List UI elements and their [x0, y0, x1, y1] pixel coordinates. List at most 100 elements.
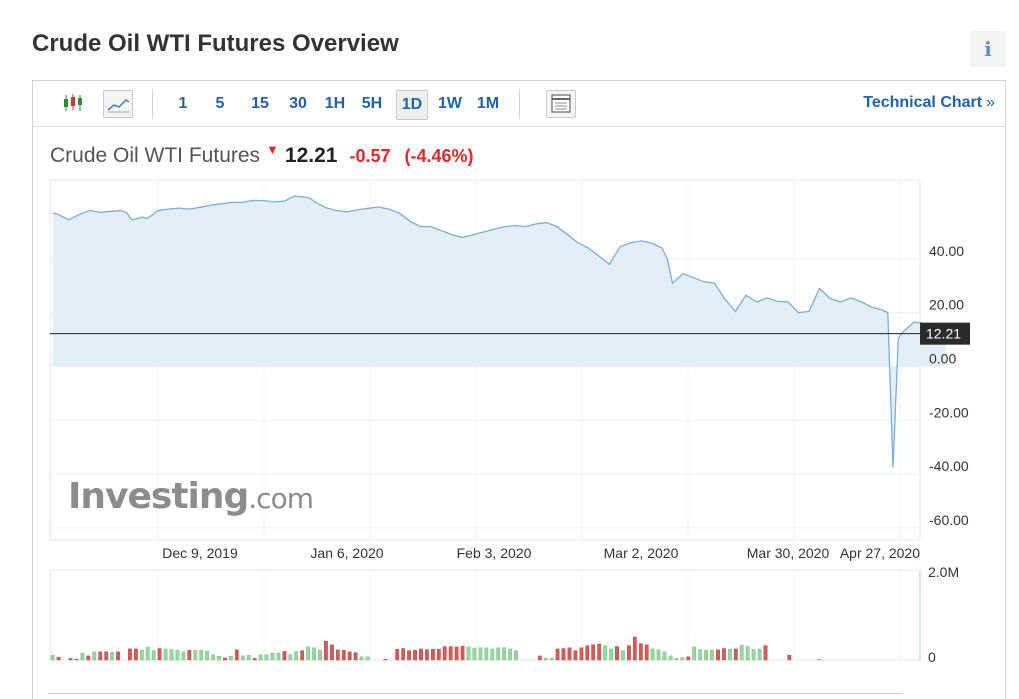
volume-bar — [359, 656, 364, 661]
volume-bar — [133, 648, 138, 661]
timeframe-30[interactable]: 30 — [289, 95, 307, 112]
volume-bar — [116, 651, 120, 661]
volume-bar — [110, 652, 115, 661]
chart-toolbar: 1 5 15 30 1H 5H 1D 1W 1M Technical Chart… — [33, 81, 1005, 127]
volume-area — [49, 569, 921, 661]
volume-bar — [716, 649, 720, 661]
volume-bar — [163, 648, 168, 661]
volume-bar — [282, 651, 287, 661]
volume-bar — [549, 657, 554, 661]
chevron-right-icon: » — [986, 94, 995, 111]
volume-bar — [312, 647, 316, 661]
volume-bar — [127, 648, 132, 661]
volume-bar — [294, 651, 299, 661]
quote-line: Crude Oil WTI Futures ▼ 12.21 -0.57 (-4.46%) — [50, 142, 474, 168]
y-tick-label: 0.00 — [929, 351, 956, 367]
volume-bar — [74, 659, 79, 661]
volume-bar — [448, 646, 453, 661]
volume-bar — [680, 657, 685, 661]
price-line — [52, 195, 946, 468]
volume-bar — [234, 649, 239, 661]
volume-bar — [335, 649, 340, 661]
volume-bar — [484, 647, 489, 661]
page-title: Crude Oil WTI Futures Overview — [32, 30, 399, 57]
timeframe-1[interactable]: 1 — [178, 95, 188, 112]
volume-bar — [228, 656, 233, 661]
info-icon[interactable]: i — [970, 31, 1006, 67]
volume-bar — [692, 646, 697, 661]
technical-chart-link[interactable]: Technical Chart» — [863, 94, 995, 112]
volume-bar — [561, 648, 566, 661]
volume-bar — [603, 645, 608, 661]
volume-bar — [591, 644, 596, 661]
volume-bar — [419, 648, 423, 661]
table-icon[interactable] — [546, 90, 576, 118]
volume-bar — [478, 647, 483, 661]
volume-bar — [597, 643, 602, 661]
x-tick-label: Apr 27, 2020 — [840, 545, 920, 561]
volume-tick-label: 0 — [928, 649, 936, 665]
volume-bar — [621, 650, 625, 661]
volume-bar — [175, 650, 180, 661]
volume-bar — [431, 649, 435, 661]
volume-bar — [181, 651, 186, 661]
volume-bar — [573, 650, 578, 661]
volume-bar — [217, 656, 221, 661]
volume-bar — [650, 648, 655, 661]
volume-bar — [460, 645, 465, 661]
timeframe-1m[interactable]: 1M — [476, 95, 500, 112]
volume-bar — [92, 651, 97, 661]
volume-bar — [668, 655, 673, 661]
x-tick-label: Mar 30, 2020 — [747, 545, 830, 561]
volume-bar — [395, 649, 400, 661]
volume-bar — [436, 649, 441, 661]
volume-bar — [193, 650, 198, 661]
volume-bar — [258, 654, 263, 661]
volume-bar — [722, 648, 726, 661]
volume-bar — [330, 644, 334, 661]
volume-bar — [341, 650, 346, 661]
volume-bar — [324, 640, 328, 661]
volume-bar — [472, 647, 477, 661]
last-price: 12.21 — [284, 144, 338, 167]
volume-bar — [644, 644, 649, 661]
volume-bar — [704, 650, 709, 661]
timeframe-1h[interactable]: 1H — [324, 95, 346, 112]
area-chart-icon[interactable] — [103, 90, 133, 118]
volume-bar — [252, 658, 257, 661]
toolbar-divider — [152, 89, 153, 119]
volume-bar — [662, 651, 667, 661]
volume-bar — [627, 645, 631, 661]
timeframe-5[interactable]: 5 — [215, 95, 225, 112]
volume-bar — [50, 654, 55, 661]
price-area — [53, 196, 946, 468]
volume-bar — [68, 658, 73, 661]
volume-bar — [240, 655, 245, 661]
timeframe-15[interactable]: 15 — [251, 95, 269, 112]
volume-bar — [609, 648, 614, 661]
volume-bar — [745, 646, 750, 661]
timeframe-5h[interactable]: 5H — [361, 95, 383, 112]
volume-bar — [205, 650, 209, 661]
timeframe-1d[interactable]: 1D — [396, 90, 428, 120]
down-arrow-icon: ▼ — [266, 142, 279, 157]
volume-bar — [187, 650, 192, 661]
volume-bar — [508, 648, 512, 661]
volume-bar — [139, 650, 144, 661]
volume-bar — [288, 654, 293, 661]
volume-bar — [514, 650, 518, 661]
volume-bar — [413, 650, 417, 661]
volume-bar — [567, 647, 572, 661]
candlestick-icon[interactable] — [59, 90, 89, 118]
volume-bar — [739, 645, 744, 661]
timeframe-1w[interactable]: 1W — [438, 95, 462, 112]
volume-bar — [300, 650, 305, 661]
volume-bar — [555, 648, 560, 661]
chart-panel: 1 5 15 30 1H 5H 1D 1W 1M Technical Chart… — [32, 80, 1006, 699]
volume-bar — [353, 652, 358, 661]
volume-bar — [407, 650, 411, 661]
x-tick-label: Feb 3, 2020 — [457, 545, 532, 561]
volume-bar — [733, 648, 738, 661]
x-tick-label: Dec 9, 2019 — [162, 545, 238, 561]
